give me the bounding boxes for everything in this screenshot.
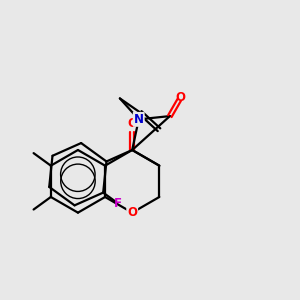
Text: F: F xyxy=(114,197,122,210)
Text: O: O xyxy=(127,117,137,130)
Text: O: O xyxy=(127,206,137,219)
Text: O: O xyxy=(176,91,186,103)
Text: N: N xyxy=(134,113,144,126)
